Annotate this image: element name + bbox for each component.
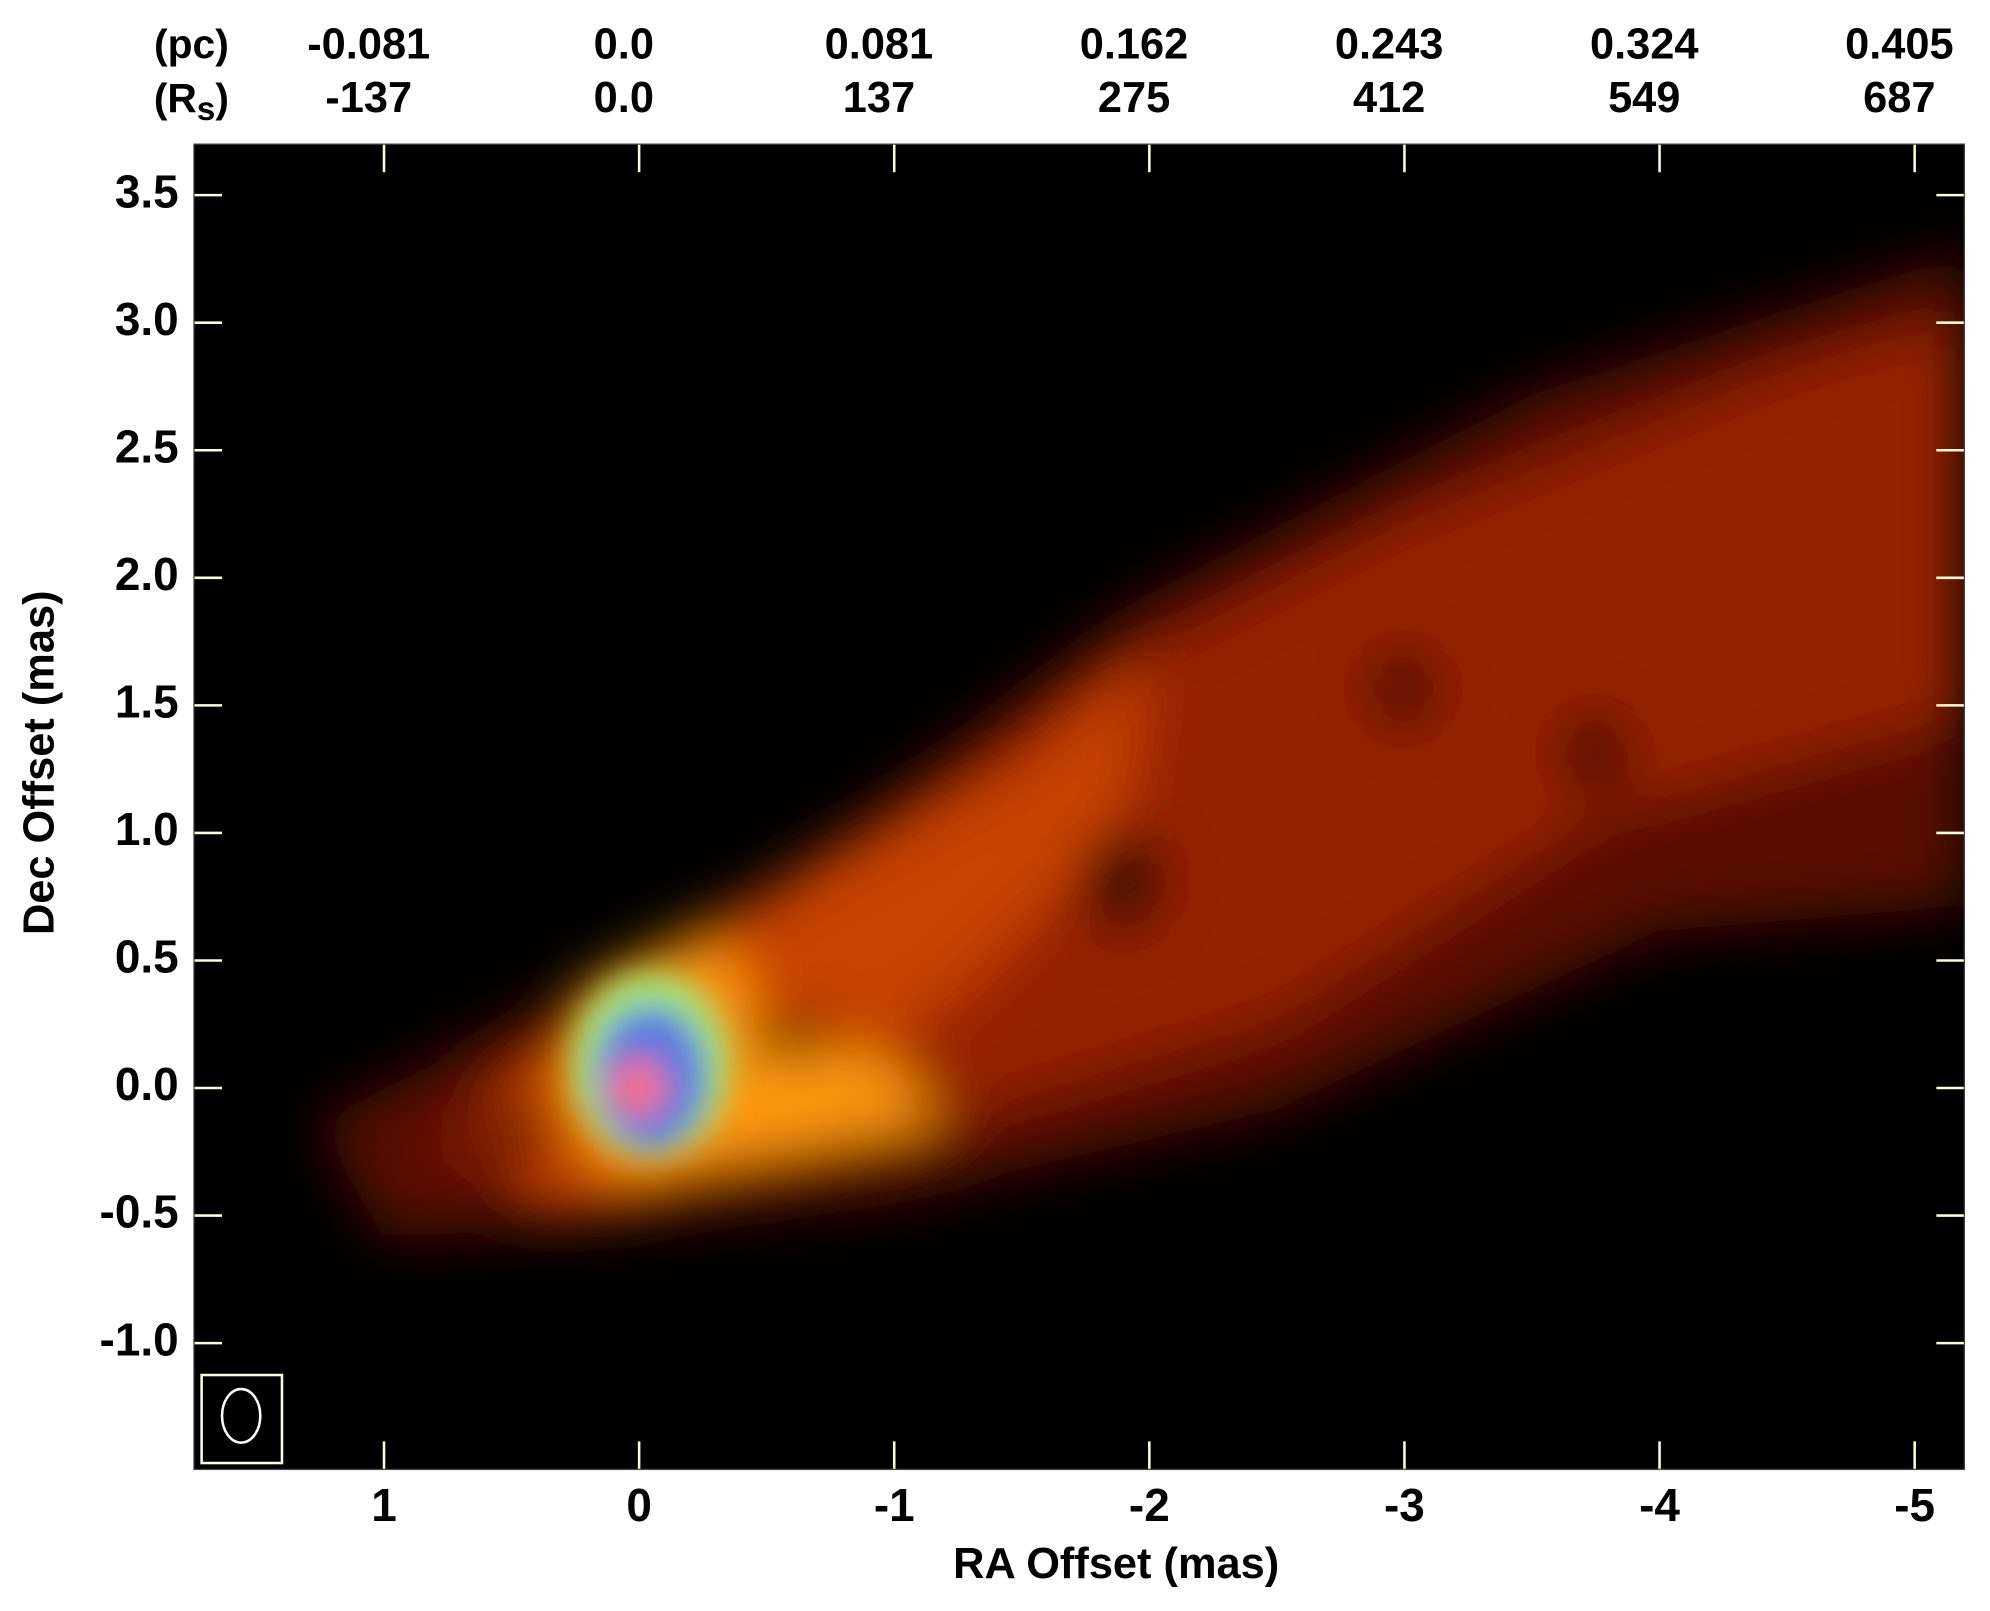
y-tick-label: -1.0 — [100, 1313, 179, 1365]
jet-image — [318, 255, 1965, 1238]
x-tick-label: 0 — [626, 1479, 652, 1531]
top-rs-tick-label: 549 — [1608, 74, 1680, 122]
y-tick-label: 2.5 — [115, 420, 179, 472]
top-pc-tick-label: 0.324 — [1590, 21, 1699, 69]
top-rs-tick-label: 412 — [1353, 74, 1425, 122]
y-tick-label: 1.5 — [115, 675, 179, 727]
rs-sub: s — [197, 91, 215, 128]
x-tick-label: -1 — [874, 1479, 915, 1531]
top-pc-tick-label: 0.162 — [1080, 21, 1189, 69]
y-tick-label: 0.5 — [115, 931, 179, 983]
top-pc-tick-label: -0.081 — [307, 21, 430, 69]
rs-close: ) — [215, 75, 229, 121]
x-tick-label: -3 — [1384, 1479, 1425, 1531]
top-pc-tick-label: 0.081 — [825, 21, 934, 69]
y-tick-label: 3.0 — [115, 293, 179, 345]
top-pc-label: (pc) — [154, 21, 229, 67]
y-axis-title: Dec Offset (mas) — [16, 590, 64, 935]
y-tick-label: 1.0 — [115, 803, 179, 855]
top-pc-tick-label: 0.243 — [1335, 21, 1444, 69]
y-tick-label: -0.5 — [100, 1186, 179, 1238]
top-pc-tick-label: 0.405 — [1845, 21, 1954, 69]
plot-frame — [193, 143, 1966, 1471]
beam-ellipse — [220, 1387, 262, 1444]
top-rs-tick-label: 0.0 — [594, 74, 654, 122]
y-tick-label: 3.5 — [115, 165, 179, 217]
top-rs-tick-label: 275 — [1098, 74, 1170, 122]
top-pc-tick-label: 0.0 — [594, 21, 654, 69]
y-tick-label: 0.0 — [115, 1058, 179, 1110]
x-tick-label: 1 — [371, 1479, 397, 1531]
y-tick-label: 2.0 — [115, 548, 179, 600]
top-rs-label: (Rs) — [154, 75, 229, 128]
beam-box — [200, 1373, 284, 1465]
top-rs-tick-label: 687 — [1863, 74, 1935, 122]
top-rs-tick-label: 137 — [843, 74, 915, 122]
rs-text: (R — [154, 75, 197, 121]
x-axis-title: RA Offset (mas) — [953, 1540, 1279, 1588]
x-tick-label: -5 — [1894, 1479, 1935, 1531]
top-rs-tick-label: -137 — [325, 74, 412, 122]
x-tick-label: -4 — [1639, 1479, 1680, 1531]
x-tick-label: -2 — [1129, 1479, 1170, 1531]
